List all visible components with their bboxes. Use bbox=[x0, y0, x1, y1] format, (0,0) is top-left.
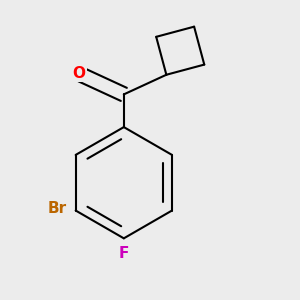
Text: O: O bbox=[72, 66, 85, 81]
Text: F: F bbox=[118, 246, 129, 261]
Text: Br: Br bbox=[48, 201, 67, 216]
